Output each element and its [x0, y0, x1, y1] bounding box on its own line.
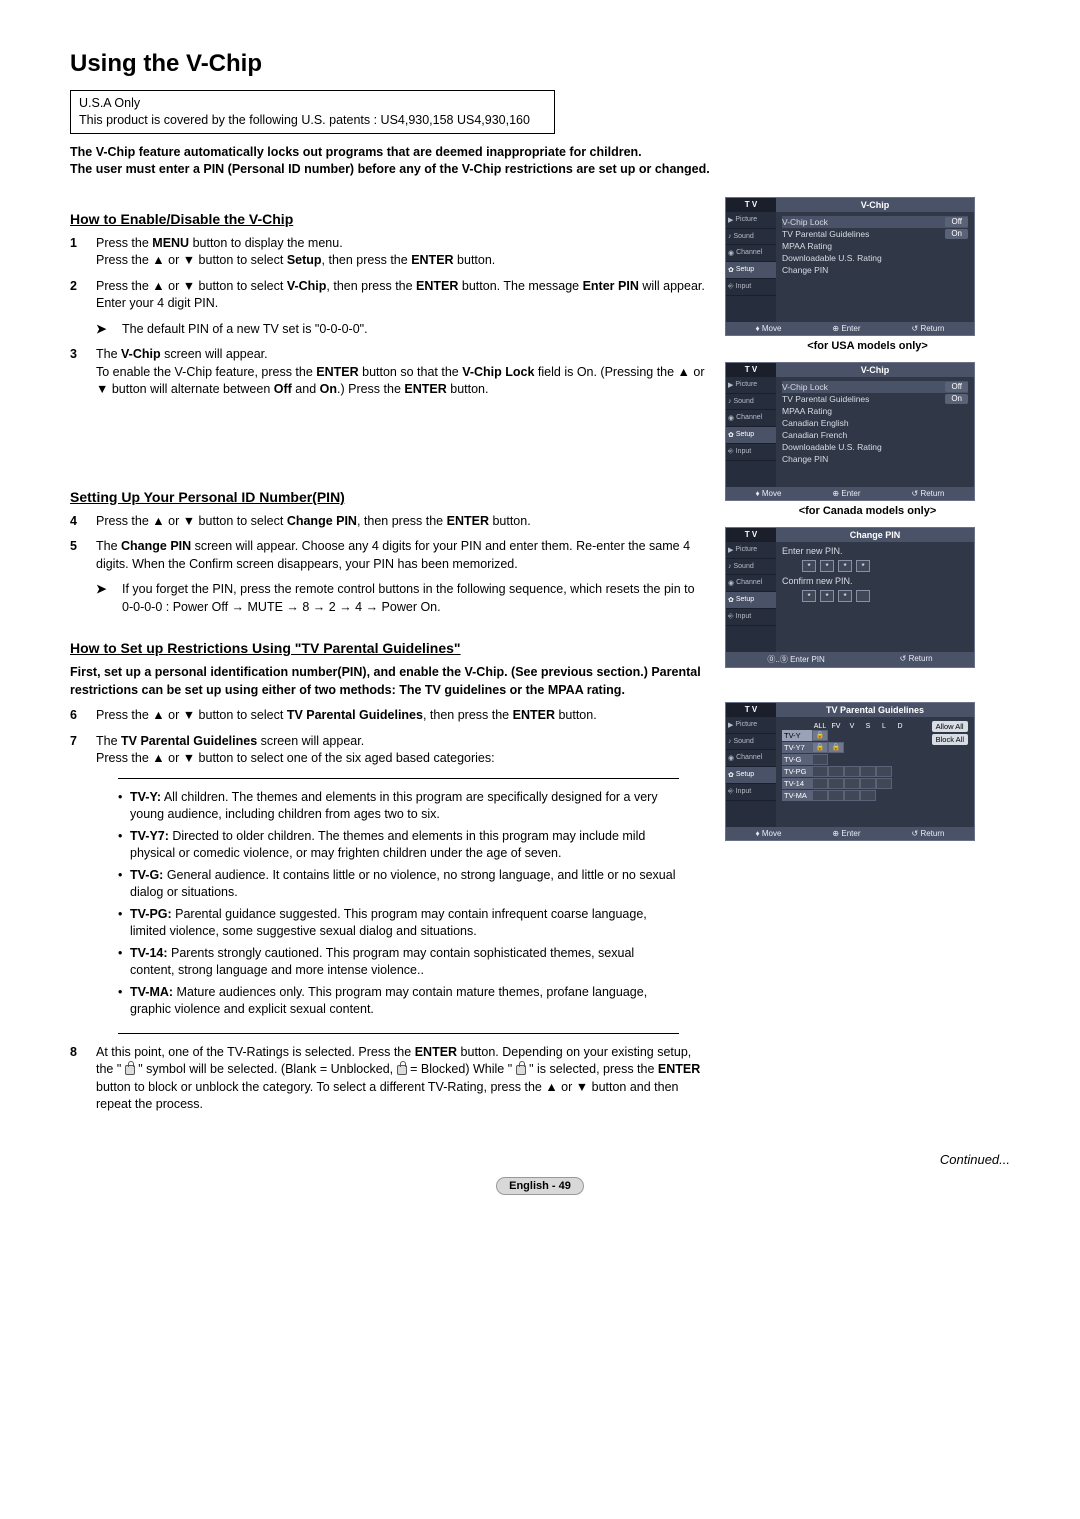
ratings-list: •TV-Y: All children. The themes and elem…	[118, 778, 679, 1034]
page-footer: English - 49	[70, 1177, 1010, 1195]
step-1: 1 Press the MENU button to display the m…	[70, 235, 705, 270]
pin-digit: *	[838, 560, 852, 572]
patent-line-2: This product is covered by the following…	[79, 112, 546, 129]
pin-digit: *	[802, 590, 816, 602]
step-4: 4 Press the ▲ or ▼ button to select Chan…	[70, 513, 705, 531]
osd-sidebar: ▶Picture ♪Sound ◉Channel ✿Setup ⎆Input	[726, 212, 776, 322]
step-2-note: ➤ The default PIN of a new TV set is "0-…	[70, 321, 705, 339]
lock-icon	[516, 1065, 526, 1075]
page-number-badge: English - 49	[496, 1177, 584, 1195]
osd-column: T V V-Chip ▶Picture ♪Sound ◉Channel ✿Set…	[725, 197, 1010, 1122]
patent-box: U.S.A Only This product is covered by th…	[70, 90, 555, 134]
osd-canada-caption: <for Canada models only>	[725, 505, 1010, 517]
pin-digit: *	[820, 560, 834, 572]
page-title: Using the V-Chip	[70, 50, 1010, 78]
step-5: 5 The Change PIN screen will appear. Cho…	[70, 538, 705, 573]
osd-change-pin: T V Change PIN ▶Picture ♪Sound ◉Channel …	[725, 527, 975, 668]
pin-digit: *	[856, 560, 870, 572]
section-tvpg-heading: How to Set up Restrictions Using "TV Par…	[70, 640, 705, 656]
osd-vchip-usa: T V V-Chip ▶Picture ♪Sound ◉Channel ✿Set…	[725, 197, 975, 336]
pin-digit: *	[802, 560, 816, 572]
section-enable-heading: How to Enable/Disable the V-Chip	[70, 211, 705, 227]
osd-vchip-canada: T V V-Chip ▶Picture ♪Sound ◉Channel ✿Set…	[725, 362, 975, 501]
section-pin-heading: Setting Up Your Personal ID Number(PIN)	[70, 489, 705, 505]
step-8: 8 At this point, one of the TV-Ratings i…	[70, 1044, 705, 1114]
pin-digit	[856, 590, 870, 602]
step-2: 2 Press the ▲ or ▼ button to select V-Ch…	[70, 278, 705, 313]
osd-tvpg: T V TV Parental Guidelines ▶Picture ♪Sou…	[725, 702, 975, 841]
lock-icon	[397, 1065, 407, 1075]
step-7: 7 The TV Parental Guidelines screen will…	[70, 733, 705, 768]
section3-intro: First, set up a personal identification …	[70, 664, 705, 699]
intro-text: The V-Chip feature automatically locks o…	[70, 144, 1010, 179]
patent-line-1: U.S.A Only	[79, 95, 546, 112]
pin-digit: *	[838, 590, 852, 602]
osd-usa-caption: <for USA models only>	[725, 340, 1010, 352]
step-6: 6 Press the ▲ or ▼ button to select TV P…	[70, 707, 705, 725]
instructions-column: How to Enable/Disable the V-Chip 1 Press…	[70, 197, 705, 1122]
step-3: 3 The V-Chip screen will appear. To enab…	[70, 346, 705, 399]
step-5-note: ➤ If you forget the PIN, press the remot…	[70, 581, 705, 616]
pin-digit: *	[820, 590, 834, 602]
block-all-button: Block All	[932, 734, 968, 745]
lock-icon	[125, 1065, 135, 1075]
continued-label: Continued...	[70, 1152, 1010, 1167]
allow-all-button: Allow All	[932, 721, 968, 732]
